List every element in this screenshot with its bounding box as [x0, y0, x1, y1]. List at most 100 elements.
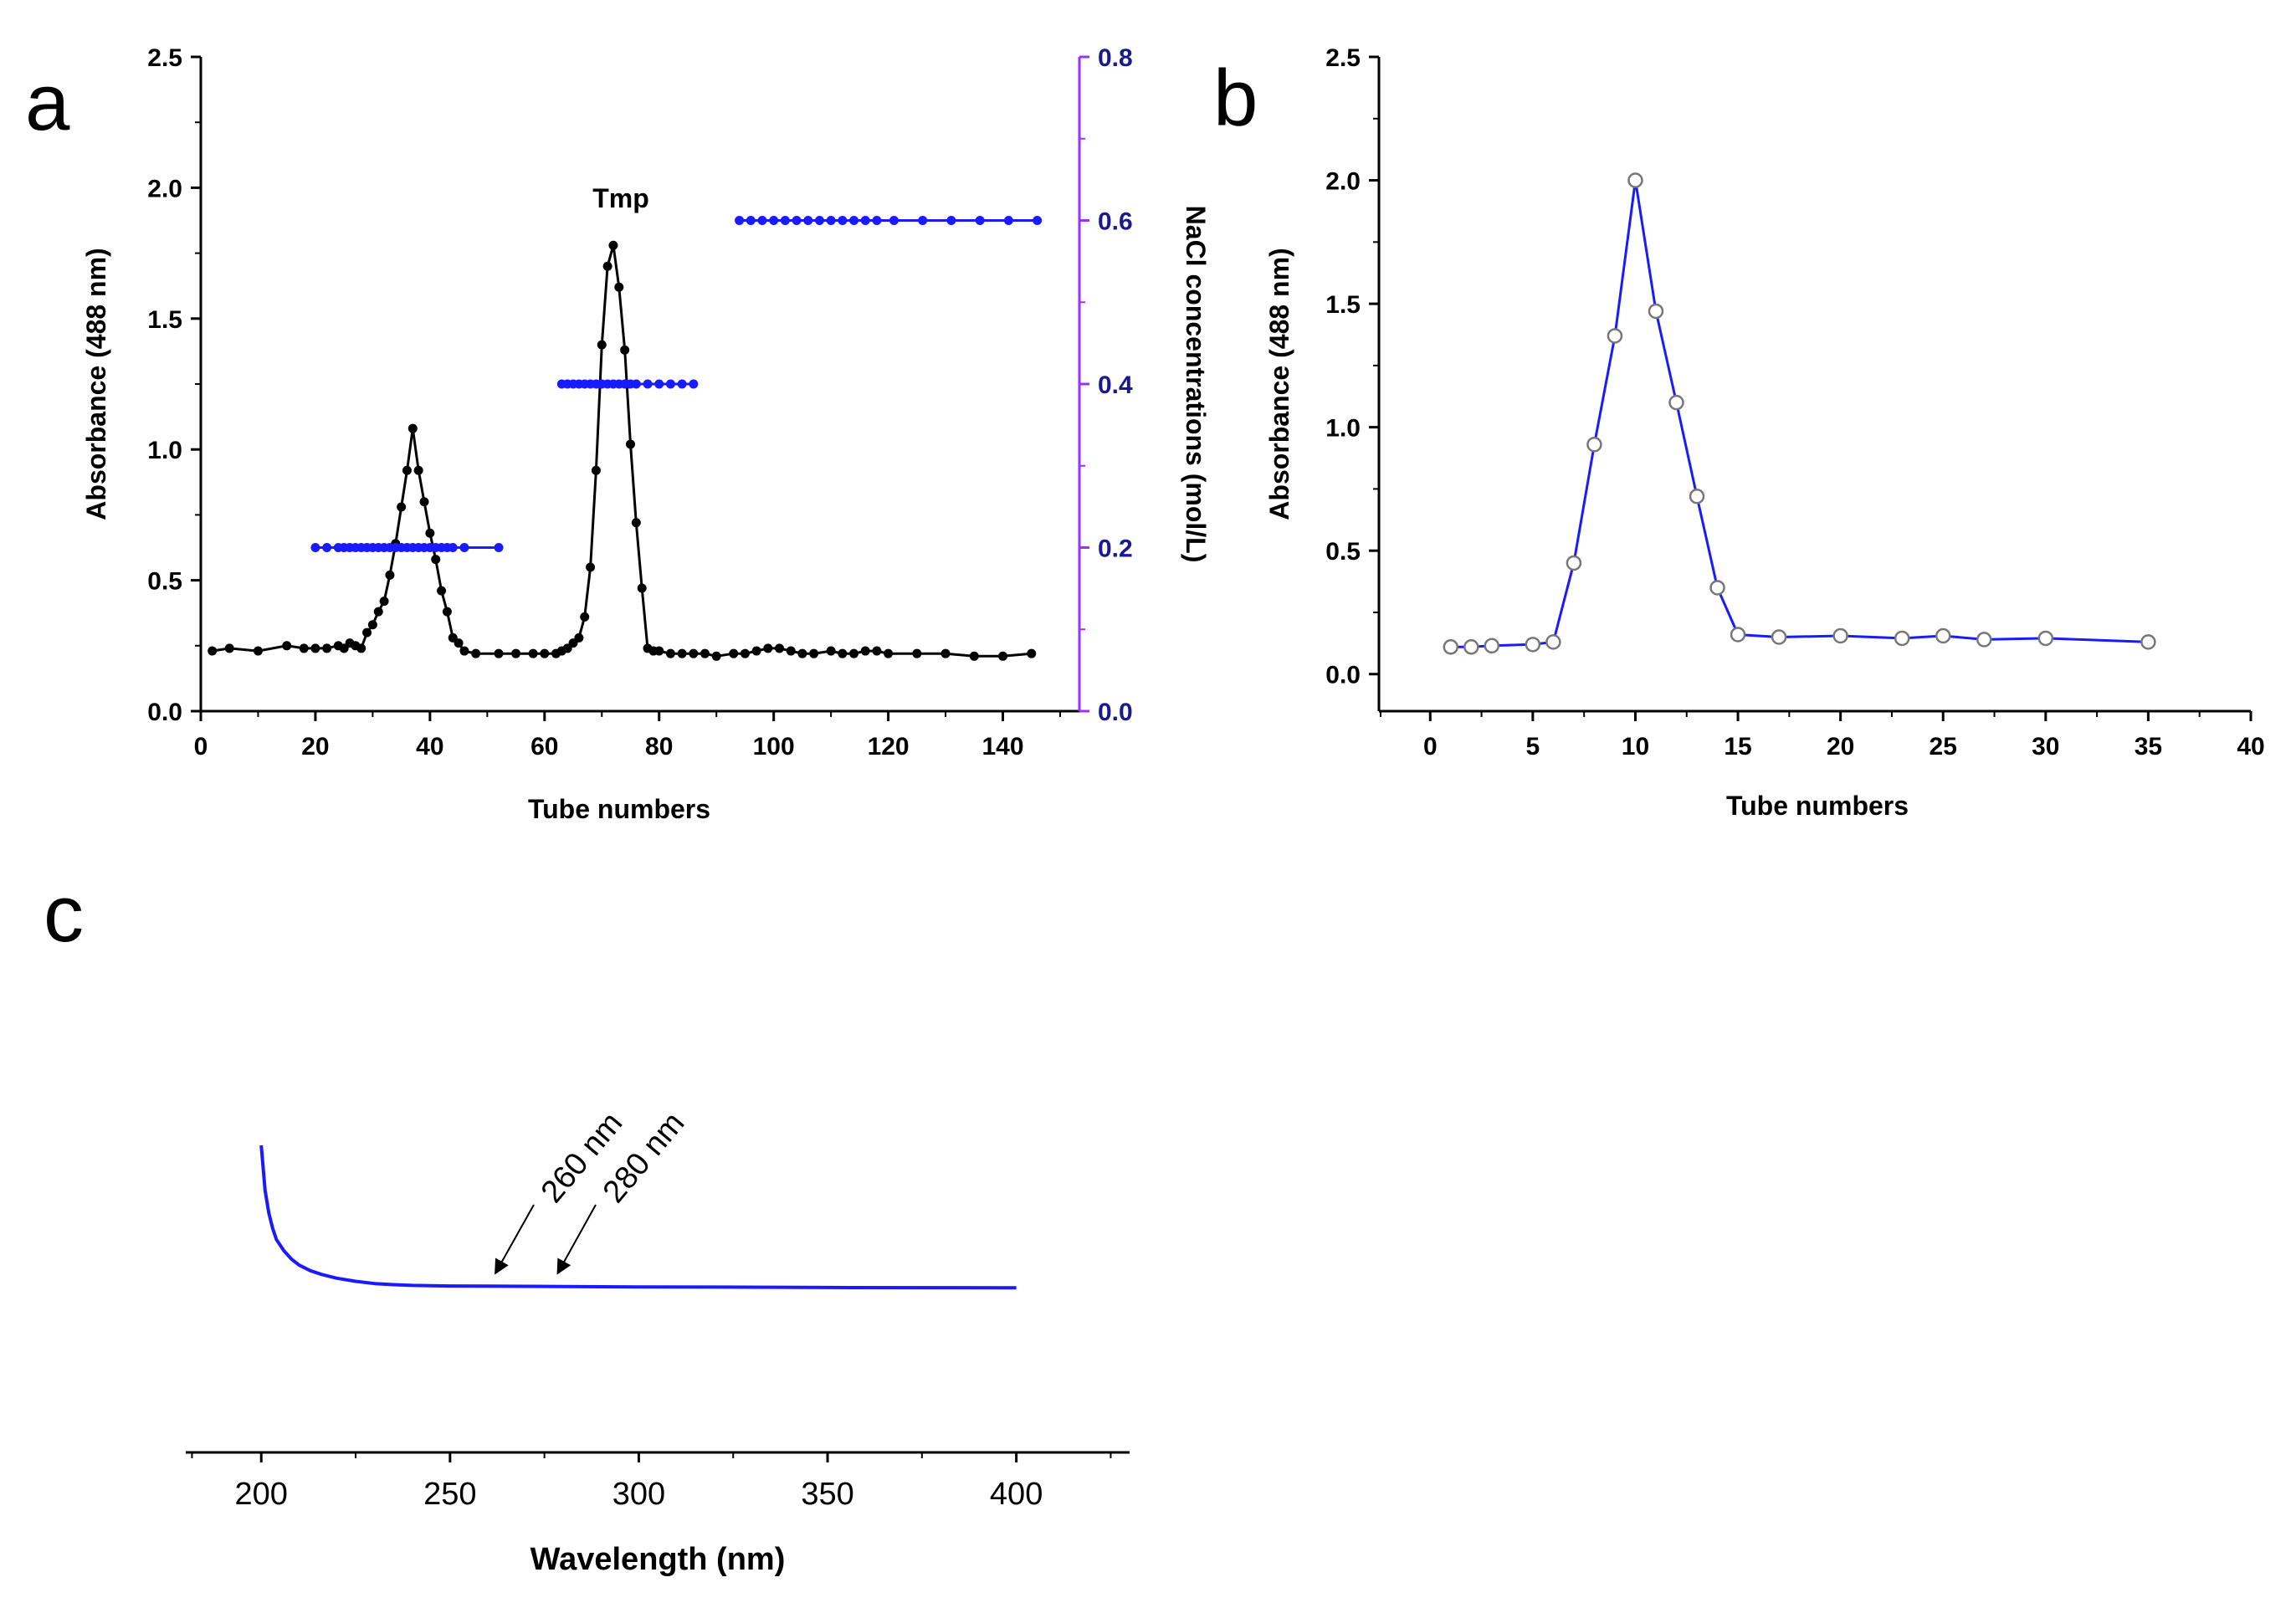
nacl-point	[1033, 216, 1043, 225]
absorbance-point	[1648, 303, 1664, 320]
nacl-point	[1003, 216, 1013, 225]
nacl-point	[872, 216, 882, 225]
x-axis-title: Wavelength (nm)	[530, 1542, 786, 1577]
x-tick-label: 0	[1423, 733, 1438, 761]
absorbance-point	[786, 646, 796, 656]
absorbance-point	[665, 648, 675, 658]
y-axis-title: Absorbance (488 nm)	[1264, 248, 1294, 520]
nacl-point	[310, 543, 320, 552]
nacl-point	[975, 216, 985, 225]
absorbance-point	[1771, 629, 1787, 645]
panel-b: b 0.0 0.5 1.0 1.5 2.0 2.5 0 5 10 15 20 25 30 35 40 Tube …	[1213, 44, 2265, 821]
nacl-point	[889, 216, 899, 225]
x-tick-label: 15	[1724, 733, 1751, 761]
absorbance-point	[940, 648, 951, 658]
absorbance-point	[677, 648, 687, 658]
x-tick-label: 25	[1930, 733, 1957, 761]
absorbance-point	[591, 465, 601, 475]
absorbance-point	[373, 607, 383, 617]
panel-letter-b: b	[1213, 54, 1258, 143]
absorbance-point	[1730, 627, 1746, 643]
absorbance-point	[208, 646, 218, 656]
x-tick-label: 20	[1827, 733, 1854, 761]
nacl-point	[946, 216, 956, 225]
absorbance-point	[385, 570, 395, 580]
absorbance-point	[454, 638, 464, 648]
annotation-arrow	[495, 1204, 535, 1275]
absorbance-point	[740, 648, 750, 658]
nacl-point	[677, 379, 687, 389]
absorbance-point	[1976, 632, 1992, 648]
nacl-point	[746, 216, 756, 225]
y-tick-label: 0.0	[147, 699, 182, 726]
nacl-point	[803, 216, 813, 225]
x-tick-label: 10	[1622, 733, 1649, 761]
x-tick-label: 35	[2135, 733, 2162, 761]
nacl-point	[322, 543, 332, 552]
x-tick-label: 20	[301, 733, 329, 761]
nacl-point	[757, 216, 767, 225]
absorbance-point	[626, 439, 635, 449]
y-tick-label: 0.5	[1325, 538, 1361, 566]
absorbance-point	[437, 586, 447, 596]
absorbance-point	[1668, 394, 1684, 411]
absorbance-point	[1689, 489, 1705, 504]
x-tick-label: 400	[990, 1477, 1043, 1512]
y2-tick-label: 0.2	[1098, 535, 1133, 563]
absorbance-point	[849, 648, 859, 658]
absorbance-point	[884, 648, 894, 658]
absorbance-point	[763, 643, 773, 653]
absorbance-point	[729, 648, 739, 658]
y-tick-label: 0.0	[1325, 662, 1361, 689]
absorbance-point	[1607, 328, 1623, 344]
absorbance-point	[809, 648, 819, 658]
x-tick-label: 40	[2237, 733, 2264, 761]
absorbance-point	[1525, 637, 1541, 653]
x-tick-label: 60	[530, 733, 558, 761]
panel-letter-a: a	[25, 58, 70, 147]
nacl-point	[494, 543, 504, 552]
absorbance-point	[1894, 630, 1910, 647]
nacl-point	[838, 216, 848, 225]
absorbance-point	[224, 643, 234, 653]
absorbance-point	[494, 648, 504, 658]
y2-tick-label: 0.6	[1098, 208, 1133, 236]
x-tick-label: 140	[982, 733, 1024, 761]
x-tick-label: 120	[868, 733, 910, 761]
nacl-point	[769, 216, 779, 225]
absorbance-point	[1627, 172, 1643, 188]
nacl-point	[631, 379, 641, 389]
y-tick-label: 2.0	[1325, 168, 1361, 196]
x-tick-label: 250	[423, 1477, 476, 1512]
panel-a: a 0.0 0.5 1.0 1.5 2.0 2.5 0.0 0.2 0.4 0.6 0.8 0 20 40 6…	[25, 44, 1211, 824]
absorbance-point	[442, 607, 452, 617]
y-axis-title: Absorbance (488 nm)	[81, 248, 111, 520]
absorbance-point	[402, 465, 412, 475]
absorbance-point	[654, 646, 664, 656]
absorbance-point	[322, 643, 332, 653]
absorbance-point	[586, 562, 596, 572]
annotation-arrow	[556, 1204, 597, 1275]
absorbance-point	[1463, 639, 1479, 655]
absorbance-point	[459, 646, 469, 656]
absorbance-point	[620, 345, 630, 355]
absorbance-point	[860, 646, 870, 656]
absorbance-point	[614, 282, 624, 292]
nacl-point	[814, 216, 824, 225]
nacl-point	[780, 216, 790, 225]
absorbance-point	[751, 646, 761, 656]
absorbance-point	[797, 648, 807, 658]
x-axis-title: Tube numbers	[1726, 791, 1909, 821]
nacl-point	[665, 379, 675, 389]
absorbance-point	[2037, 630, 2054, 647]
absorbance-point	[379, 597, 389, 607]
y2-tick-label: 0.8	[1098, 44, 1133, 72]
absorbance-point	[1832, 627, 1848, 644]
absorbance-point	[362, 627, 372, 638]
absorbance-point	[912, 648, 922, 658]
absorbance-point	[1586, 437, 1602, 453]
y2-tick-label: 0.4	[1098, 371, 1133, 399]
y-tick-label: 1.5	[1325, 291, 1361, 319]
